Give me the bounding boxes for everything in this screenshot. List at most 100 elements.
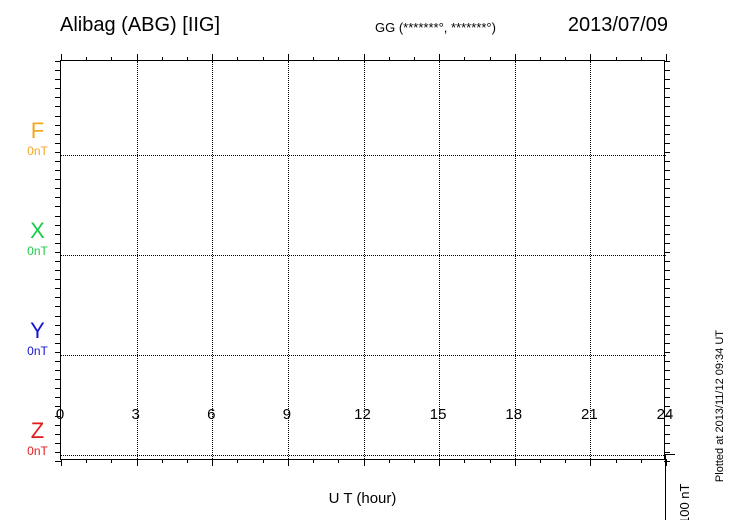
y-tick-right-20 xyxy=(664,243,670,244)
x-tick-top-7 xyxy=(237,57,238,61)
y-tick-left-14 xyxy=(55,188,61,189)
y-tick-right-15 xyxy=(664,197,670,198)
x-tick-bottom-14 xyxy=(414,459,415,463)
vertical-gridline-12 xyxy=(364,61,365,461)
y-tick-right-41 xyxy=(664,434,670,435)
y-tick-right-10 xyxy=(664,152,670,153)
y-tick-left-11 xyxy=(55,161,61,162)
x-tick-label-9: 9 xyxy=(283,406,291,423)
x-tick-bottom-4 xyxy=(162,459,163,463)
y-tick-left-6 xyxy=(55,116,61,117)
y-tick-left-4 xyxy=(55,97,61,98)
trace-label-group-z: Z 0nT xyxy=(15,420,60,458)
trace-unit-f: 0nT xyxy=(15,144,60,158)
trace-unit-y: 0nT xyxy=(15,344,60,358)
trace-unit-x: 0nT xyxy=(15,244,60,258)
y-tick-left-13 xyxy=(55,179,61,180)
trace-letter-y: Y xyxy=(15,320,60,342)
y-tick-right-11 xyxy=(664,161,670,162)
x-tick-top-24 xyxy=(666,54,667,61)
x-tick-bottom-16 xyxy=(464,459,465,463)
x-tick-bottom-6 xyxy=(212,459,213,466)
x-tick-bottom-12 xyxy=(364,459,365,466)
x-tick-bottom-19 xyxy=(540,459,541,463)
x-tick-top-1 xyxy=(86,57,87,61)
magnetogram-chart: Alibag (ABG) [IIG] GG (*******°, *******… xyxy=(0,0,730,520)
y-tick-right-3 xyxy=(664,88,670,89)
y-tick-right-25 xyxy=(664,288,670,289)
chart-subtitle: GG (*******°, *******°) xyxy=(375,20,496,35)
y-tick-left-28 xyxy=(55,316,61,317)
x-tick-top-2 xyxy=(111,57,112,61)
x-tick-bottom-17 xyxy=(490,459,491,463)
y-tick-left-16 xyxy=(55,206,61,207)
x-tick-bottom-3 xyxy=(137,459,138,466)
x-tick-bottom-8 xyxy=(263,459,264,463)
x-tick-label-24: 24 xyxy=(657,406,674,423)
trace-label-group-f: F 0nT xyxy=(15,120,60,158)
y-tick-right-17 xyxy=(664,216,670,217)
y-tick-right-22 xyxy=(664,261,670,262)
y-tick-left-44 xyxy=(55,461,61,462)
vertical-gridline-3 xyxy=(137,61,138,461)
x-tick-bottom-5 xyxy=(187,459,188,463)
y-tick-right-32 xyxy=(664,352,670,353)
y-tick-right-33 xyxy=(664,361,670,362)
y-tick-right-35 xyxy=(664,379,670,380)
vertical-gridline-9 xyxy=(288,61,289,461)
y-tick-right-23 xyxy=(664,270,670,271)
y-tick-left-36 xyxy=(55,388,61,389)
x-tick-top-10 xyxy=(313,57,314,61)
y-tick-left-17 xyxy=(55,216,61,217)
y-tick-right-9 xyxy=(664,143,670,144)
x-tick-top-22 xyxy=(616,57,617,61)
y-tick-left-15 xyxy=(55,197,61,198)
x-tick-bottom-0 xyxy=(61,459,62,466)
x-tick-bottom-11 xyxy=(338,459,339,463)
x-tick-bottom-7 xyxy=(237,459,238,463)
x-tick-top-3 xyxy=(137,54,138,61)
y-tick-left-37 xyxy=(55,397,61,398)
y-tick-left-23 xyxy=(55,270,61,271)
chart-title: Alibag (ABG) [IIG] xyxy=(60,14,220,37)
x-tick-label-12: 12 xyxy=(354,406,371,423)
x-tick-top-0 xyxy=(61,54,62,61)
y-tick-left-2 xyxy=(55,79,61,80)
baseline-gridline-z xyxy=(61,455,666,456)
baseline-gridline-x xyxy=(61,255,666,256)
vertical-gridline-21 xyxy=(590,61,591,461)
y-tick-right-6 xyxy=(664,116,670,117)
x-tick-top-15 xyxy=(439,54,440,61)
plotted-timestamp: Plotted at 2013/11/12 09:34 UT xyxy=(714,330,726,482)
y-tick-right-24 xyxy=(664,279,670,280)
y-tick-right-31 xyxy=(664,343,670,344)
x-axis-label: U T (hour) xyxy=(60,490,665,507)
x-tick-top-13 xyxy=(389,57,390,61)
x-tick-top-17 xyxy=(490,57,491,61)
x-tick-top-19 xyxy=(540,57,541,61)
y-tick-right-4 xyxy=(664,97,670,98)
y-tick-left-22 xyxy=(55,261,61,262)
x-tick-label-3: 3 xyxy=(131,406,139,423)
y-tick-right-26 xyxy=(664,297,670,298)
y-tick-left-35 xyxy=(55,379,61,380)
y-tick-right-40 xyxy=(664,425,670,426)
x-tick-bottom-18 xyxy=(515,459,516,466)
y-tick-left-1 xyxy=(55,70,61,71)
vertical-gridline-15 xyxy=(439,61,440,461)
trace-unit-z: 0nT xyxy=(15,444,60,458)
y-tick-left-33 xyxy=(55,361,61,362)
scale-bar-cap-top xyxy=(665,454,675,455)
vertical-gridline-6 xyxy=(212,61,213,461)
x-tick-top-11 xyxy=(338,57,339,61)
x-tick-top-21 xyxy=(590,54,591,61)
y-tick-left-5 xyxy=(55,106,61,107)
y-tick-right-7 xyxy=(664,125,670,126)
x-tick-bottom-10 xyxy=(313,459,314,463)
scale-bar: 100 nT xyxy=(665,454,705,520)
x-tick-top-12 xyxy=(364,54,365,61)
y-tick-right-30 xyxy=(664,334,670,335)
y-tick-right-19 xyxy=(664,234,670,235)
trace-letter-f: F xyxy=(15,120,60,142)
x-tick-top-16 xyxy=(464,57,465,61)
